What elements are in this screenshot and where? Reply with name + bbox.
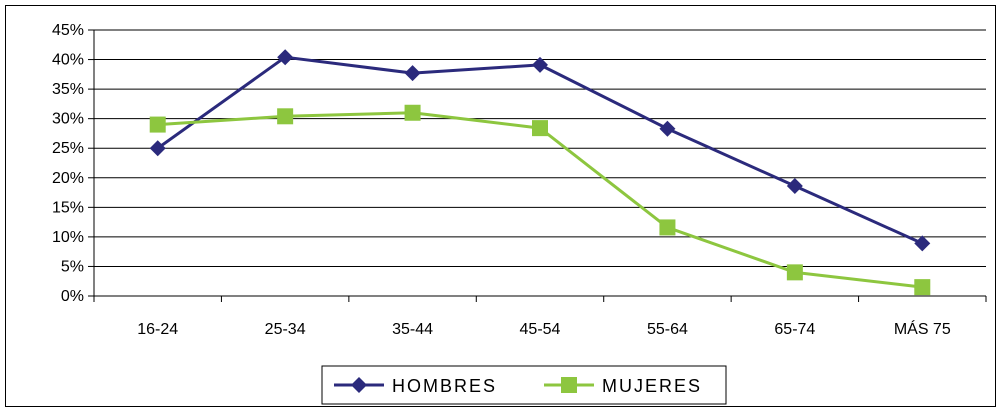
legend-mujeres-label: MUJERES <box>602 376 702 396</box>
chart-frame <box>5 5 996 407</box>
data-point-hombres <box>914 235 931 252</box>
data-point-hombres <box>277 49 294 66</box>
data-point-hombres <box>786 178 803 195</box>
y-tick-label: 10% <box>52 229 84 246</box>
x-tick-label: 65-74 <box>774 321 815 338</box>
y-tick-label: 25% <box>52 140 84 157</box>
legend: HOMBRES MUJERES <box>321 365 727 405</box>
tick-labels: 0% 5% 10% 15% 20% 25% 30% 35% 40% 45% 16-24 25-34 35… <box>52 22 951 338</box>
data-point-mujeres <box>659 219 676 236</box>
grid-lines <box>94 29 986 267</box>
legend-hombres-label: HOMBRES <box>392 376 497 396</box>
data-point-mujeres <box>786 264 803 281</box>
legend-hombres-marker <box>351 377 367 393</box>
x-tick-label: 16-24 <box>137 321 178 338</box>
y-tick-label: 5% <box>61 258 84 275</box>
axes <box>88 29 987 302</box>
data-point-mujeres <box>914 279 931 296</box>
data-point-mujeres <box>149 116 166 133</box>
series-line-mujeres <box>157 111 923 289</box>
series-line-hombres <box>156 55 923 245</box>
legend-box <box>321 365 727 405</box>
data-point-hombres <box>404 65 421 82</box>
y-tick-label: 0% <box>61 288 84 305</box>
data-point-hombres <box>532 56 548 73</box>
y-tick-label: 45% <box>52 22 84 39</box>
data-point-mujeres <box>277 108 294 125</box>
data-point-hombres <box>659 120 676 137</box>
data-point-mujeres <box>532 120 548 137</box>
y-tick-label: 35% <box>52 81 84 98</box>
legend-mujeres-marker <box>561 377 577 393</box>
x-tick-label: 45-54 <box>520 321 561 338</box>
x-tick-label: MÁS 75 <box>894 319 951 338</box>
x-tick-label: 55-64 <box>647 321 688 338</box>
data-point-mujeres <box>404 104 421 121</box>
y-tick-label: 20% <box>52 170 84 187</box>
y-tick-label: 30% <box>52 111 84 128</box>
x-tick-label: 25-34 <box>265 321 306 338</box>
y-tick-label: 15% <box>52 199 84 216</box>
y-tick-label: 40% <box>52 52 84 69</box>
x-tick-label: 35-44 <box>392 321 433 338</box>
data-point-hombres <box>149 140 166 157</box>
series-layer <box>149 49 931 296</box>
